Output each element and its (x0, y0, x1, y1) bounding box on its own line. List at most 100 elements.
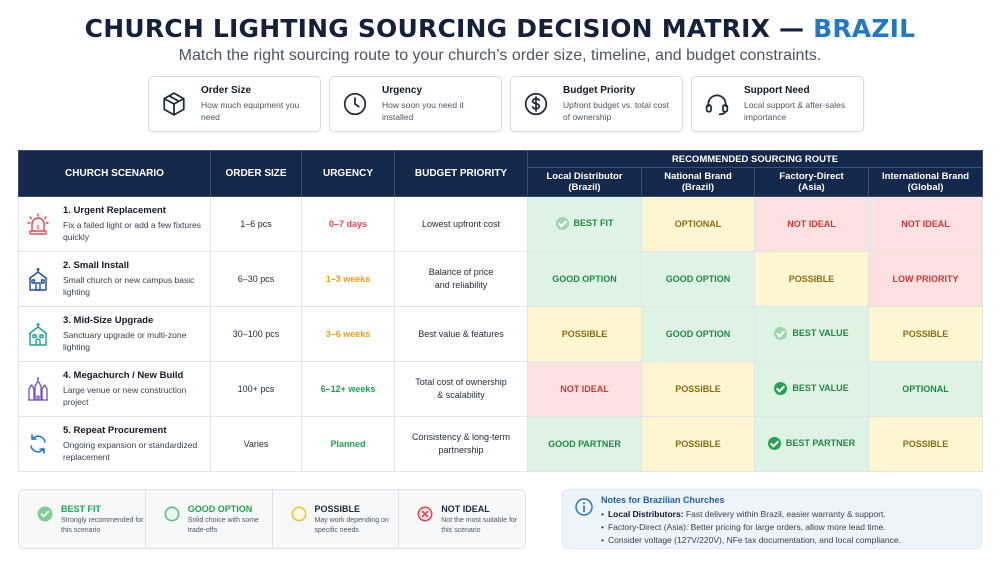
legend-title: POSSIBLE (314, 504, 361, 514)
header-route-national-brand: National Brand (Brazil) (641, 167, 755, 197)
legend-desc: Not the most suitable for this scenario (441, 517, 518, 534)
cell-scenario: 3. Mid-Size Upgrade Sanctuary upgrade or … (18, 306, 211, 362)
scenario-desc: Sanctuary upgrade or multi-zone lighting (63, 330, 187, 352)
refresh-icon (27, 432, 49, 456)
cell-route-factory-direct: BEST VALUE (754, 361, 869, 417)
card-desc: How much equipment you need (201, 100, 300, 122)
route-rating: GOOD OPTION (665, 274, 731, 284)
route-rating: POSSIBLE (788, 274, 835, 284)
cell-budget-priority: Lowest upfront cost (394, 196, 528, 252)
route-rating: NOT IDEAL (787, 219, 836, 229)
cell-route-local-distributor: GOOD PARTNER (527, 416, 642, 472)
cell-route-local-distributor: BEST FIT (527, 196, 642, 252)
route-rating: GOOD OPTION (552, 274, 617, 284)
cell-route-local-distributor: GOOD OPTION (527, 251, 642, 307)
route-rating: NOT IDEAL (560, 384, 609, 394)
budget-line2: & scalability (437, 390, 485, 400)
cell-budget-priority: Consistency & long-term partnership (394, 416, 528, 472)
cell-order-size: Varies (210, 416, 302, 472)
legend-item-not-ideal: NOT IDEAL Not the most suitable for this … (399, 490, 525, 548)
scenario-desc: Large venue or new construction project (63, 385, 187, 407)
cell-order-size: 100+ pcs (210, 361, 302, 417)
scenario-name: 2. Small Install (63, 260, 129, 271)
cell-urgency: 1–3 weeks (301, 251, 395, 307)
note-item: Factory-Direct (Asia): Better pricing fo… (601, 521, 901, 534)
budget-line2: partnership (438, 445, 484, 455)
possible-icon (291, 506, 306, 522)
dollar-icon (524, 92, 548, 116)
header-scenario: CHURCH SCENARIO (18, 150, 211, 197)
note-text: Fast delivery within Brazil, easier warr… (683, 509, 886, 519)
cell-route-national-brand: GOOD OPTION (641, 306, 755, 362)
criteria-card-urgency: Urgency How soon you need it installed (329, 76, 502, 132)
budget-line1: Balance of price (428, 267, 494, 277)
card-title: Budget Priority (563, 85, 636, 96)
cell-order-size: 1–6 pcs (210, 196, 302, 252)
route-line2: (Global) (907, 182, 944, 193)
cell-order-size: 6–30 pcs (210, 251, 302, 307)
notes-list: Local Distributors: Fast delivery within… (601, 508, 901, 547)
route-line2: (Asia) (798, 182, 825, 193)
scenario-desc: Fix a failed light or add a few fixtures… (63, 220, 201, 242)
cell-urgency: 0–7 days (301, 196, 395, 252)
notes-title: Notes for Brazilian Churches (601, 495, 725, 505)
card-title: Order Size (201, 85, 252, 96)
legend-title: NOT IDEAL (441, 504, 490, 514)
header-route-local-distributor: Local Distributor (Brazil) (527, 167, 642, 197)
note-text: Factory-Direct (Asia): Better pricing fo… (607, 522, 886, 532)
header-order-size: ORDER SIZE (210, 150, 302, 197)
cell-route-factory-direct: BEST PARTNER (754, 416, 869, 472)
route-rating: GOOD OPTION (665, 329, 731, 339)
route-line1: International Brand (881, 171, 970, 182)
table-row: $1. Urgent Replacement Fix a failed light… (18, 196, 984, 252)
cell-urgency: 3–6 weeks (301, 306, 395, 362)
table-row: 3. Mid-Size Upgrade Sanctuary upgrade or … (18, 306, 984, 362)
cell-route-international-brand: OPTIONAL (867, 361, 984, 417)
legend-desc: May work depending on specific needs (314, 517, 389, 534)
cell-route-factory-direct: BEST VALUE (754, 306, 869, 362)
small-church-icon (27, 267, 49, 291)
cell-route-international-brand: LOW PRIORITY (867, 251, 984, 307)
criteria-card-budget: Budget Priority Upfront budget vs. total … (510, 76, 683, 132)
table-row: 4. Megachurch / New Build Large venue or … (18, 361, 984, 417)
cell-route-national-brand: POSSIBLE (641, 416, 755, 472)
scenario-desc: Ongoing expansion or standardized replac… (63, 440, 198, 462)
card-title: Urgency (382, 85, 423, 96)
cell-route-international-brand: NOT IDEAL (867, 196, 984, 252)
cell-order-size: 30–100 pcs (210, 306, 302, 362)
page-title: CHURCH LIGHTING SOURCING DECISION MATRIX… (0, 14, 1000, 43)
route-rating: GOOD PARTNER (548, 439, 621, 449)
card-desc: How soon you need it installed (382, 100, 464, 122)
info-icon (575, 498, 593, 516)
alarm-icon: $ (27, 212, 49, 236)
cell-route-national-brand: POSSIBLE (641, 361, 755, 417)
route-rating: BEST VALUE (792, 328, 849, 338)
header-budget-priority: BUDGET PRIORITY (394, 150, 528, 197)
headset-icon (705, 94, 729, 116)
church-icon (27, 322, 49, 346)
cell-scenario: 2. Small Install Small church or new camp… (18, 251, 211, 307)
cell-urgency: Planned (301, 416, 395, 472)
legend-item-good-option: GOOD OPTION Solid choice with some trade-… (146, 490, 273, 548)
route-line1: Factory-Direct (779, 171, 844, 182)
route-line1: Local Distributor (546, 171, 623, 182)
route-line2: (Brazil) (681, 182, 715, 193)
legend-title: BEST FIT (61, 504, 101, 514)
decision-matrix-table: CHURCH SCENARIO ORDER SIZE URGENCY BUDGE… (18, 150, 984, 472)
title-main: CHURCH LIGHTING SOURCING DECISION MATRIX… (84, 14, 814, 43)
check-icon (774, 381, 788, 395)
header-route-factory-direct: Factory-Direct (Asia) (754, 167, 869, 197)
cell-scenario: 5. Repeat Procurement Ongoing expansion o… (18, 416, 211, 472)
legend-item-best-fit: BEST FIT Strongly recommended for this sc… (19, 490, 146, 548)
card-desc: Local support & after-sales importance (744, 100, 846, 122)
route-rating: LOW PRIORITY (892, 274, 959, 284)
title-accent: BRAZIL (813, 14, 916, 43)
cell-budget-priority: Balance of price and reliability (394, 251, 528, 307)
budget-line1: Consistency & long-term (411, 432, 511, 442)
criteria-card-support: Support Need Local support & after-sales … (691, 76, 864, 132)
cell-route-national-brand: GOOD OPTION (641, 251, 755, 307)
cell-route-international-brand: POSSIBLE (867, 416, 984, 472)
table-row: 2. Small Install Small church or new camp… (18, 251, 984, 307)
clock-icon (343, 92, 367, 116)
card-desc: Upfront budget vs. total cost of ownersh… (563, 100, 669, 122)
